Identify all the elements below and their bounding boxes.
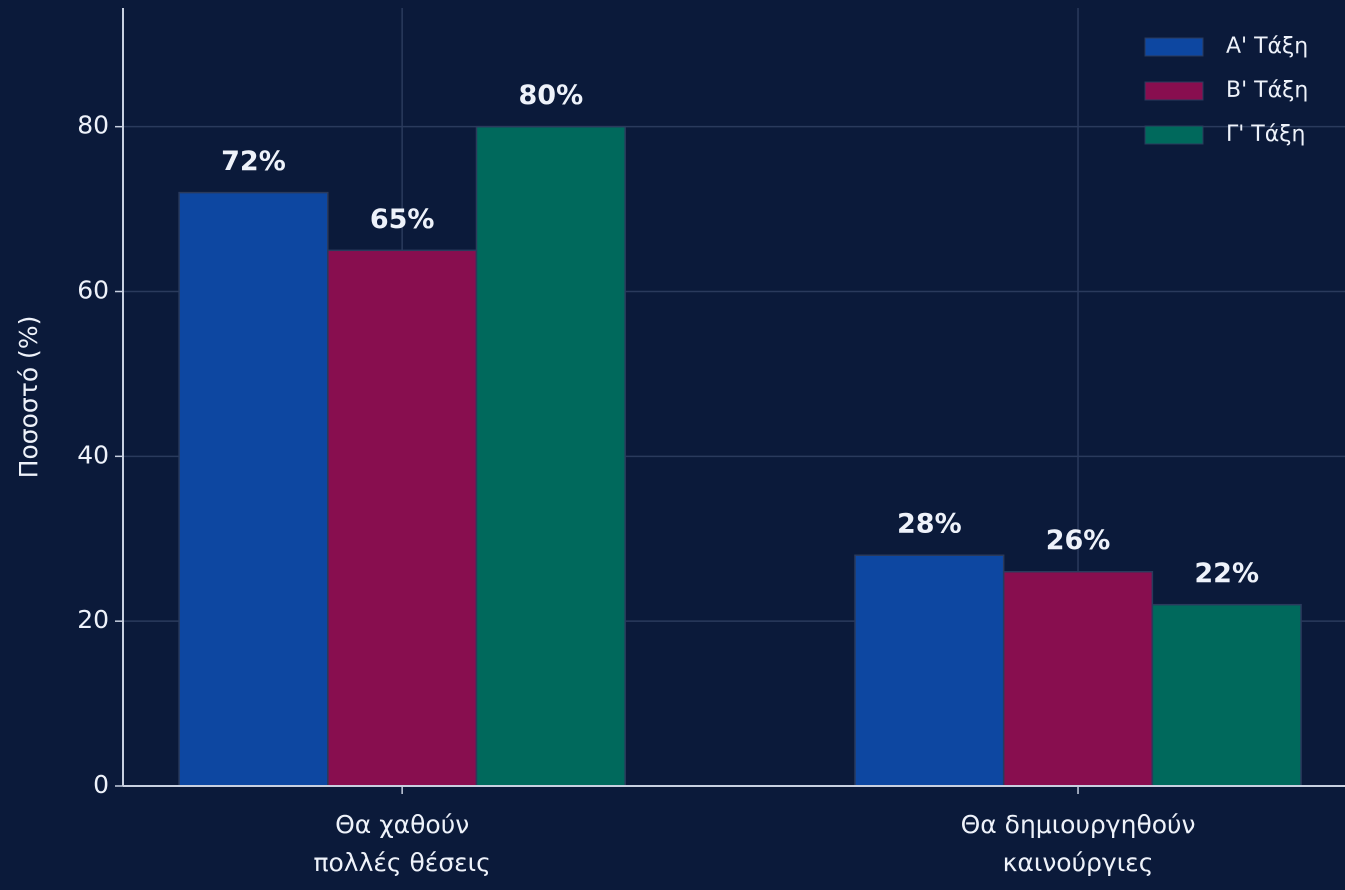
y-tick-label: 60 [77,276,109,305]
y-tick-label: 40 [77,440,109,469]
y-tick-label: 0 [93,770,109,799]
bar [854,554,1005,787]
value-label: 72% [221,146,286,177]
legend-swatch [1144,37,1204,57]
value-label: 26% [1046,525,1111,556]
x-tick-label-line: Θα χαθούν [335,810,469,839]
value-label: 28% [897,509,962,540]
bar [327,249,478,787]
legend-label: Α' Τάξη [1226,34,1308,59]
x-tick-label-line: καινούργιες [1003,848,1154,877]
y-tick-label: 80 [77,111,109,140]
x-tick-label: Θα δημιουργηθούν καινούργιες [961,810,1196,877]
value-label: 65% [370,204,435,235]
x-tick-label-line: Θα δημιουργηθούν [961,810,1196,839]
bar [1002,570,1154,787]
value-label: 80% [519,80,584,111]
legend-label: Γ' Τάξη [1226,122,1305,147]
x-tick-label: Θα χαθούν πολλές θέσεις [313,810,490,877]
y-tick-label: 20 [77,605,109,634]
bar [475,125,626,787]
y-axis-label: Ποσοστό (%) [14,316,43,479]
legend-label: Β' Τάξη [1226,78,1308,103]
value-label: 22% [1194,558,1259,589]
x-tick-label-line: πολλές θέσεις [313,848,490,877]
legend-swatch [1144,125,1204,145]
bar [1151,603,1302,787]
bar [178,191,329,787]
legend-swatch [1144,81,1204,101]
